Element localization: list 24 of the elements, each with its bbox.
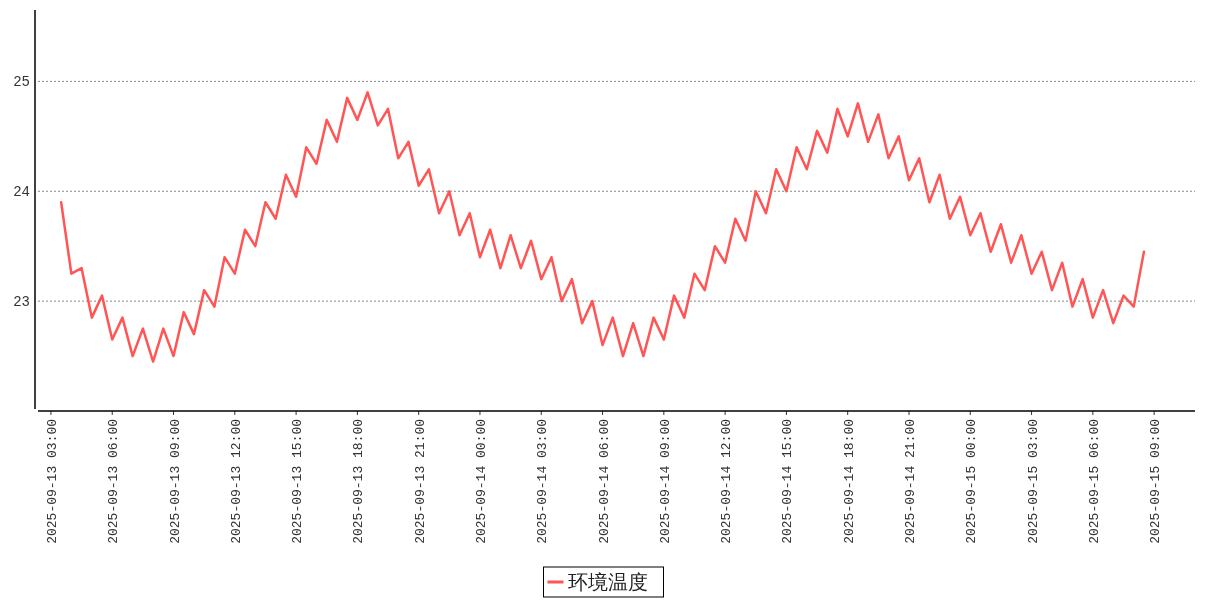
- x-tick-label: 2025-09-14 18:00: [841, 419, 857, 544]
- x-tick-label: 2025-09-15 06:00: [1086, 419, 1102, 544]
- x-tick-label: 2025-09-13 03:00: [44, 419, 60, 544]
- x-tick-label: 2025-09-14 03:00: [535, 419, 551, 544]
- y-tick-label: 25: [13, 74, 30, 91]
- x-tick-label: 2025-09-15 00:00: [964, 419, 980, 544]
- x-tick-label: 2025-09-14 00:00: [473, 419, 489, 544]
- y-tick-label: 24: [13, 184, 30, 201]
- y-tick-label: 23: [13, 294, 30, 311]
- x-tick-label: 2025-09-14 21:00: [902, 419, 918, 544]
- x-tick-label: 2025-09-13 15:00: [290, 419, 306, 544]
- x-tick-label: 2025-09-15 09:00: [1148, 419, 1164, 544]
- x-tick-label: 2025-09-13 06:00: [106, 419, 122, 544]
- x-tick-label: 2025-09-14 12:00: [719, 419, 735, 544]
- x-tick-label: 2025-09-14 06:00: [596, 419, 612, 544]
- x-tick-label: 2025-09-13 12:00: [228, 419, 244, 544]
- x-tick-label: 2025-09-14 09:00: [657, 419, 673, 544]
- x-tick-label: 2025-09-13 18:00: [351, 419, 367, 544]
- x-tick-label: 2025-09-15 03:00: [1025, 419, 1041, 544]
- legend: 环境温度: [543, 566, 664, 598]
- x-tick-label: 2025-09-13 21:00: [412, 419, 428, 544]
- legend-label: 环境温度: [567, 570, 648, 594]
- x-tick-label: 2025-09-14 15:00: [780, 419, 796, 544]
- x-tick-label: 2025-09-13 09:00: [167, 419, 183, 544]
